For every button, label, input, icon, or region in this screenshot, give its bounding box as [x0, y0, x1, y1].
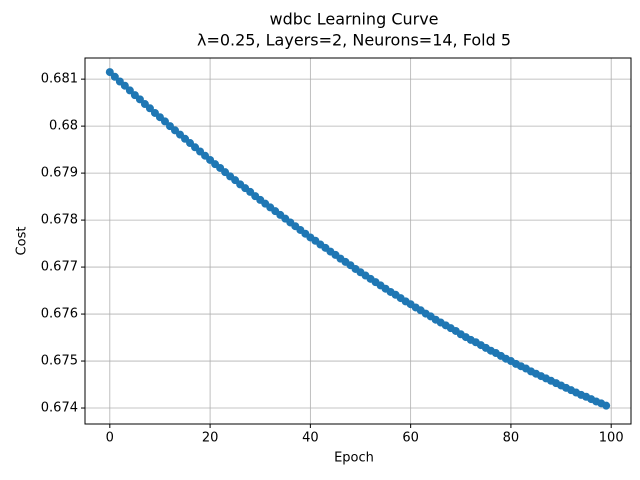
chart-title: wdbc Learning Curve — [269, 10, 438, 29]
y-tick-label: 0.681 — [41, 72, 78, 87]
x-tick-label: 0 — [106, 431, 114, 446]
x-axis-label: Epoch — [334, 451, 374, 466]
point — [160, 117, 169, 126]
plot-frame — [84, 57, 632, 425]
point — [145, 104, 154, 113]
x-tick-label: 20 — [202, 431, 219, 446]
y-tick-label: 0.674 — [41, 401, 78, 416]
y-tick-label: 0.675 — [41, 354, 78, 369]
point — [105, 68, 114, 77]
point — [120, 81, 129, 90]
y-tick-label: 0.68 — [49, 119, 78, 134]
y-tick-label: 0.678 — [41, 213, 78, 228]
point — [125, 86, 134, 95]
point — [135, 95, 144, 104]
y-tick-label: 0.679 — [41, 166, 78, 181]
x-tick-label: 100 — [599, 431, 624, 446]
point — [110, 72, 119, 81]
point — [602, 401, 611, 410]
x-tick-label: 60 — [402, 431, 419, 446]
y-tick-label: 0.676 — [41, 307, 78, 322]
x-tick-label: 40 — [302, 431, 319, 446]
y-tick-label: 0.677 — [41, 260, 78, 275]
chart-subtitle: λ=0.25, Layers=2, Neurons=14, Fold 5 — [197, 31, 511, 50]
y-axis-label: Cost — [15, 227, 30, 256]
x-tick-label: 80 — [503, 431, 520, 446]
